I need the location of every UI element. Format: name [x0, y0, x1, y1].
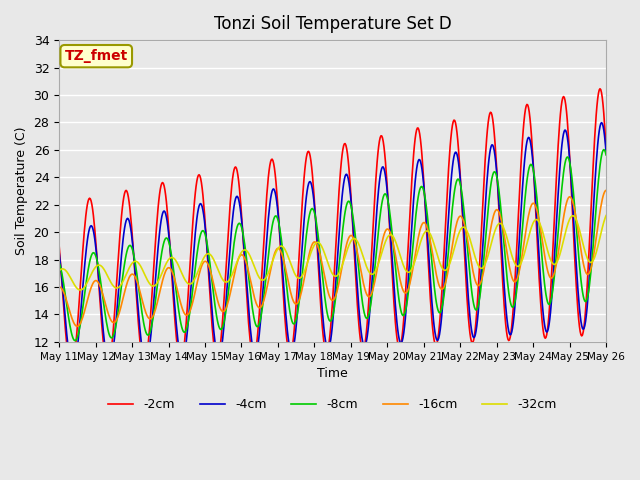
-16cm: [602, 188, 610, 193]
Line: -8cm: -8cm: [59, 150, 606, 341]
Line: -16cm: -16cm: [59, 191, 606, 326]
-2cm: [178, 358, 186, 363]
-32cm: [207, 252, 214, 258]
Line: -32cm: -32cm: [59, 216, 606, 290]
-8cm: [207, 265, 214, 271]
Legend: -2cm, -4cm, -8cm, -16cm, -32cm: -2cm, -4cm, -8cm, -16cm, -32cm: [104, 394, 562, 417]
-8cm: [602, 152, 610, 158]
-8cm: [600, 147, 607, 153]
-2cm: [602, 146, 610, 152]
Text: TZ_fmet: TZ_fmet: [65, 49, 128, 63]
-16cm: [74, 324, 81, 329]
-4cm: [69, 365, 77, 371]
-8cm: [55, 260, 63, 265]
-4cm: [122, 218, 130, 224]
-16cm: [178, 303, 186, 309]
-2cm: [55, 243, 63, 249]
-32cm: [416, 242, 424, 248]
-16cm: [55, 284, 63, 290]
-8cm: [122, 252, 130, 258]
-16cm: [207, 268, 214, 274]
Title: Tonzi Soil Temperature Set D: Tonzi Soil Temperature Set D: [214, 15, 451, 33]
-4cm: [602, 149, 610, 155]
-16cm: [122, 284, 130, 289]
-2cm: [67, 366, 75, 372]
-32cm: [178, 270, 186, 276]
-2cm: [65, 360, 73, 365]
-4cm: [55, 250, 63, 255]
-2cm: [207, 302, 214, 308]
-8cm: [416, 187, 424, 192]
Line: -2cm: -2cm: [59, 89, 606, 369]
-16cm: [400, 288, 408, 294]
-2cm: [416, 131, 424, 137]
Y-axis label: Soil Temperature (C): Soil Temperature (C): [15, 127, 28, 255]
-8cm: [400, 312, 408, 318]
-32cm: [602, 213, 610, 218]
-2cm: [122, 188, 130, 193]
-32cm: [77, 287, 84, 293]
-8cm: [178, 324, 186, 330]
-4cm: [178, 357, 186, 362]
-32cm: [122, 272, 130, 277]
-16cm: [416, 228, 424, 234]
-2cm: [596, 86, 604, 92]
-4cm: [65, 351, 73, 357]
-32cm: [65, 272, 73, 278]
-4cm: [400, 330, 408, 336]
-2cm: [400, 316, 408, 322]
-16cm: [65, 306, 73, 312]
-8cm: [71, 338, 79, 344]
-4cm: [598, 120, 605, 126]
-8cm: [65, 317, 73, 323]
X-axis label: Time: Time: [317, 367, 348, 380]
Line: -4cm: -4cm: [59, 123, 606, 368]
-4cm: [207, 290, 214, 296]
-32cm: [55, 268, 63, 274]
-32cm: [400, 263, 408, 269]
-4cm: [416, 157, 424, 163]
